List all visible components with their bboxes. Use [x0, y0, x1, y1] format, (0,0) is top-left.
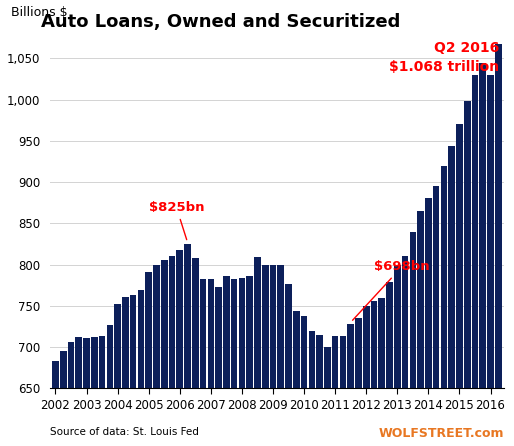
Bar — [308, 330, 315, 446]
Bar — [394, 264, 400, 446]
Bar — [161, 260, 168, 446]
Bar — [68, 342, 75, 446]
Bar — [223, 276, 230, 446]
Bar — [145, 272, 152, 446]
Text: $698bn: $698bn — [353, 260, 430, 320]
Bar — [106, 325, 113, 446]
Bar — [238, 278, 245, 446]
Bar — [402, 256, 408, 446]
Bar — [378, 297, 385, 446]
Bar — [254, 257, 261, 446]
Bar — [464, 101, 470, 446]
Bar — [184, 244, 191, 446]
Bar — [91, 337, 98, 446]
Bar — [169, 256, 175, 446]
Bar — [448, 146, 455, 446]
Bar — [340, 335, 346, 446]
Text: WOLFSTREET.com: WOLFSTREET.com — [378, 427, 504, 440]
Bar — [60, 351, 66, 446]
Bar — [200, 279, 207, 446]
Bar — [363, 306, 370, 446]
Bar — [293, 311, 300, 446]
Bar — [417, 211, 424, 446]
Bar — [332, 335, 338, 446]
Bar — [114, 304, 121, 446]
Bar — [278, 264, 284, 446]
Bar — [440, 165, 447, 446]
Bar — [83, 338, 90, 446]
Bar — [122, 297, 128, 446]
Bar — [386, 282, 393, 446]
Bar — [208, 279, 214, 446]
Bar — [130, 295, 136, 446]
Bar — [487, 75, 494, 446]
Bar — [456, 124, 463, 446]
Bar — [52, 361, 59, 446]
Bar — [425, 198, 432, 446]
Bar — [138, 290, 144, 446]
Text: $825bn: $825bn — [149, 201, 204, 240]
Bar — [285, 285, 292, 446]
Bar — [192, 258, 198, 446]
Bar — [215, 287, 222, 446]
Bar — [433, 186, 439, 446]
Bar — [262, 264, 268, 446]
Bar — [231, 279, 237, 446]
Bar — [480, 62, 486, 446]
Text: Source of data: St. Louis Fed: Source of data: St. Louis Fed — [50, 427, 199, 437]
Text: Billions $: Billions $ — [11, 7, 68, 20]
Bar — [316, 334, 323, 446]
Bar — [99, 336, 105, 446]
Bar — [270, 264, 277, 446]
Bar — [301, 316, 307, 446]
Bar — [246, 276, 253, 446]
Bar — [355, 318, 362, 446]
Bar — [410, 231, 416, 446]
Bar — [472, 75, 478, 446]
Bar — [76, 337, 82, 446]
Text: Auto Loans, Owned and Securitized: Auto Loans, Owned and Securitized — [41, 13, 400, 31]
Bar — [153, 264, 160, 446]
Bar — [324, 347, 331, 446]
Bar — [371, 301, 377, 446]
Bar — [347, 324, 354, 446]
Bar — [495, 44, 502, 446]
Text: Q2 2016
$1.068 trillion: Q2 2016 $1.068 trillion — [389, 41, 499, 74]
Bar — [176, 250, 183, 446]
